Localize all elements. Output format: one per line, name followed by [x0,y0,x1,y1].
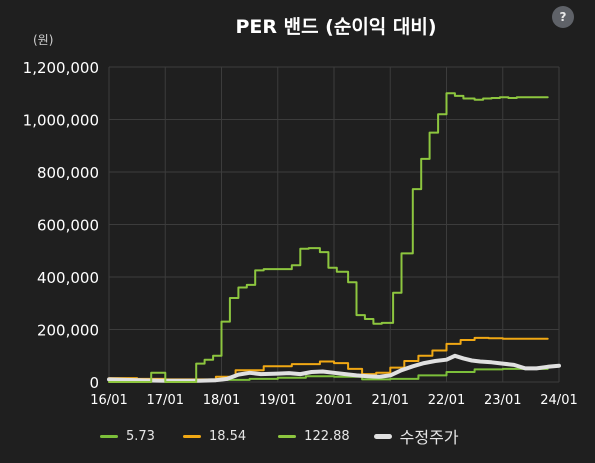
y-tick-label: 400,000 [37,269,99,287]
legend-label: 5.73 [126,428,155,444]
x-tick-label: 23/01 [484,393,521,408]
legend-item-122.88[interactable]: 122.88 [278,429,350,444]
help-button[interactable]: ? [552,6,574,28]
y-axis: 0 200,000 400,000 600,000 800,000 1,000,000 1,… [23,59,99,392]
legend-item-5.73[interactable]: 5.73 [100,429,155,444]
x-tick-label: 22/01 [428,393,465,408]
legend-label: 수정주가 [399,428,459,447]
plot-area [107,92,561,383]
series-line-수정주가 [107,353,561,383]
grid-lines [108,66,560,383]
y-tick-label: 600,000 [37,217,99,235]
legend-label: 122.88 [304,428,350,444]
series-line-18.54 [108,336,549,381]
chart-title: PER 밴드 (순이익 대비) [235,16,436,38]
x-tick-label: 19/01 [259,393,296,408]
y-tick-label: 800,000 [37,164,99,182]
y-tick-label: 200,000 [37,322,99,340]
x-tick-label: 17/01 [147,393,184,408]
chart-legend: 5.73 18.54 122.88 수정주가 [100,424,459,448]
legend-swatch-18.54 [182,434,201,438]
y-axis-unit: (원) [33,33,53,47]
y-tick-label: 1,000,000 [23,112,99,130]
x-axis: 16/01 17/01 18/01 19/01 20/01 21/01 22/01 23/01… [90,393,577,408]
x-tick-label: 16/01 [90,393,127,408]
x-tick-label: 18/01 [203,393,240,408]
legend-item-18.54[interactable]: 18.54 [182,428,247,444]
y-tick-label: 1,200,000 [23,59,99,77]
x-tick-label: 21/01 [372,393,409,408]
legend-swatch-adjusted-price [373,433,392,439]
y-tick-label: 0 [89,374,99,392]
legend-swatch-122.88 [278,434,297,438]
x-tick-label: 20/01 [315,393,352,408]
series-line-122.88 [108,92,549,383]
legend-item-adjusted-price[interactable]: 수정주가 [373,424,459,448]
legend-label: 18.54 [208,428,247,444]
legend-swatch-5.73 [100,434,118,438]
x-tick-label: 24/01 [540,393,577,408]
